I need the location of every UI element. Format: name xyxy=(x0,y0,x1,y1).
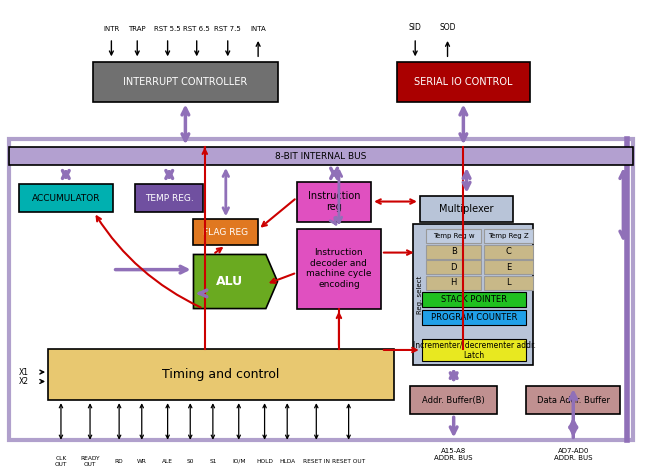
FancyBboxPatch shape xyxy=(9,147,633,165)
FancyBboxPatch shape xyxy=(484,276,533,290)
Text: HLDA: HLDA xyxy=(279,459,295,464)
FancyBboxPatch shape xyxy=(93,61,278,101)
Text: SID: SID xyxy=(409,23,422,32)
Text: STACK POINTER: STACK POINTER xyxy=(441,295,507,304)
Text: Addr. Buffer(B): Addr. Buffer(B) xyxy=(422,396,485,405)
FancyBboxPatch shape xyxy=(136,184,203,212)
Text: Reg. select: Reg. select xyxy=(417,275,422,314)
FancyBboxPatch shape xyxy=(426,228,481,243)
Text: HOLD: HOLD xyxy=(256,459,273,464)
FancyBboxPatch shape xyxy=(420,196,514,221)
Text: Temp Reg w: Temp Reg w xyxy=(433,233,475,238)
Text: FLAG REG: FLAG REG xyxy=(203,228,248,237)
Text: ALE: ALE xyxy=(162,459,173,464)
FancyBboxPatch shape xyxy=(48,348,394,400)
Text: A15-A8
ADDR. BUS: A15-A8 ADDR. BUS xyxy=(434,448,473,461)
Polygon shape xyxy=(194,255,278,308)
Text: L: L xyxy=(507,278,511,287)
Text: TEMP REG.: TEMP REG. xyxy=(145,194,194,202)
Text: PROGRAM COUNTER: PROGRAM COUNTER xyxy=(431,313,517,322)
Text: TRAP: TRAP xyxy=(128,26,146,32)
Text: INTERRUPT CONTROLLER: INTERRUPT CONTROLLER xyxy=(123,77,248,87)
Text: ACCUMULATOR: ACCUMULATOR xyxy=(31,194,100,202)
Text: X1: X1 xyxy=(19,367,29,377)
FancyBboxPatch shape xyxy=(19,184,113,212)
Text: INTR: INTR xyxy=(103,26,119,32)
FancyBboxPatch shape xyxy=(484,245,533,258)
Text: Timing and control: Timing and control xyxy=(162,368,280,381)
Text: AD7-AD0
ADDR. BUS: AD7-AD0 ADDR. BUS xyxy=(554,448,593,461)
Text: RST 7.5: RST 7.5 xyxy=(215,26,241,32)
Text: READY
OUT: READY OUT xyxy=(80,456,100,467)
FancyBboxPatch shape xyxy=(484,260,533,274)
Text: S1: S1 xyxy=(209,459,216,464)
Text: ALU: ALU xyxy=(215,275,243,288)
FancyBboxPatch shape xyxy=(397,61,529,101)
FancyBboxPatch shape xyxy=(484,228,533,243)
Text: C: C xyxy=(506,247,512,256)
Text: RESET OUT: RESET OUT xyxy=(332,459,365,464)
FancyBboxPatch shape xyxy=(194,219,258,245)
FancyBboxPatch shape xyxy=(426,245,481,258)
Text: H: H xyxy=(451,278,457,287)
Text: WR: WR xyxy=(137,459,147,464)
Text: D: D xyxy=(451,263,457,272)
Text: RST 6.5: RST 6.5 xyxy=(183,26,210,32)
Text: X2: X2 xyxy=(19,377,29,386)
FancyBboxPatch shape xyxy=(426,260,481,274)
FancyBboxPatch shape xyxy=(426,276,481,290)
Text: SERIAL IO CONTROL: SERIAL IO CONTROL xyxy=(414,77,512,87)
Text: Instruction
decoder and
machine cycle
encoding: Instruction decoder and machine cycle en… xyxy=(306,248,372,288)
Text: E: E xyxy=(506,263,511,272)
FancyBboxPatch shape xyxy=(413,224,533,365)
FancyBboxPatch shape xyxy=(297,181,371,221)
Text: Multiplexer: Multiplexer xyxy=(439,204,494,214)
Text: Incrementer/ decrementer addr.
Latch: Incrementer/ decrementer addr. Latch xyxy=(413,340,535,360)
FancyBboxPatch shape xyxy=(297,228,381,308)
Text: Data Addr. Buffer: Data Addr. Buffer xyxy=(537,396,610,405)
Text: B: B xyxy=(451,247,456,256)
Text: Temp Reg Z: Temp Reg Z xyxy=(488,233,529,238)
Text: INTA: INTA xyxy=(250,26,266,32)
Text: S0: S0 xyxy=(186,459,194,464)
Text: Instruction
reg: Instruction reg xyxy=(308,191,361,212)
FancyBboxPatch shape xyxy=(422,309,526,325)
FancyBboxPatch shape xyxy=(422,339,526,361)
Text: RD: RD xyxy=(115,459,123,464)
Text: RST 5.5: RST 5.5 xyxy=(155,26,181,32)
FancyBboxPatch shape xyxy=(422,292,526,307)
Text: SOD: SOD xyxy=(439,23,456,32)
Text: 8-BIT INTERNAL BUS: 8-BIT INTERNAL BUS xyxy=(275,152,367,160)
Text: IO/M: IO/M xyxy=(232,459,246,464)
FancyBboxPatch shape xyxy=(526,386,620,415)
Text: CLK
OUT: CLK OUT xyxy=(55,456,67,467)
Text: RESET IN: RESET IN xyxy=(303,459,330,464)
FancyBboxPatch shape xyxy=(410,386,497,415)
